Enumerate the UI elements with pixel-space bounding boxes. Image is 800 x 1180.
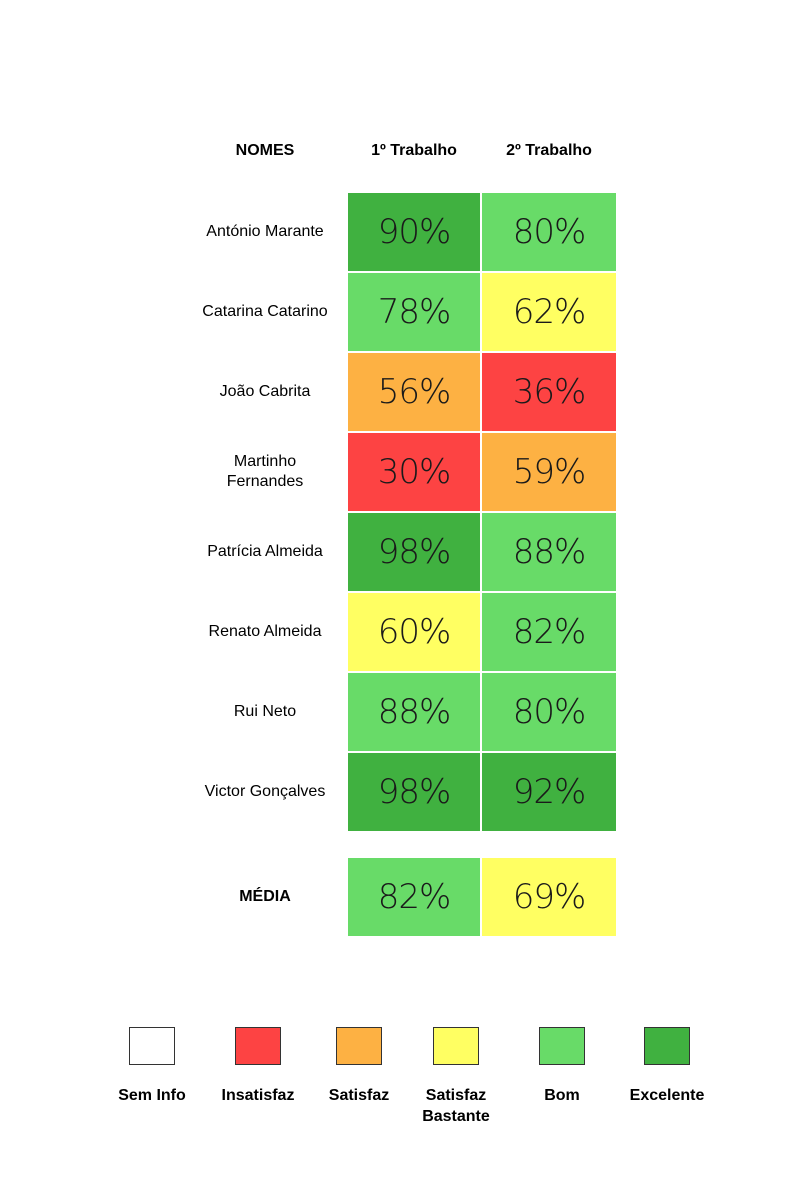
table-row: Rui Neto 88% 80% (0, 673, 800, 751)
work2-grade-cell: 59% (482, 433, 616, 511)
work1-grade-cell: 78% (348, 273, 480, 351)
student-name: Catarina Catarino (202, 303, 328, 320)
student-name: Rui Neto (233, 703, 297, 720)
student-name: Victor Gonçalves (204, 783, 326, 800)
legend-swatch (336, 1027, 382, 1065)
work2-grade-cell: 80% (482, 193, 616, 271)
table-row: Patrícia Almeida 98% 88% (0, 513, 800, 591)
legend-label: Bom (544, 1087, 580, 1104)
legend-item-satisfaz-bastante: Satisfaz Bastante (396, 1027, 516, 1127)
average-row: MÉDIA 82% 69% (0, 858, 800, 936)
work1-grade-cell: 98% (348, 513, 480, 591)
legend-swatch (129, 1027, 175, 1065)
work2-grade-cell: 88% (482, 513, 616, 591)
work1-grade-cell: 90% (348, 193, 480, 271)
legend-swatch (644, 1027, 690, 1065)
legend-swatch (235, 1027, 281, 1065)
work1-grade-cell: 88% (348, 673, 480, 751)
student-name: Patrícia Almeida (207, 543, 323, 560)
legend-label: Satisfaz (328, 1087, 390, 1104)
legend-item-insatisfaz: Insatisfaz (198, 1027, 318, 1106)
work2-grade-cell: 82% (482, 593, 616, 671)
legend-label: Sem Info (118, 1087, 186, 1104)
legend-item-sem-info: Sem Info (92, 1027, 212, 1106)
table-row: João Cabrita 56% 36% (0, 353, 800, 431)
work2-grade-cell: 80% (482, 673, 616, 751)
legend-label: Satisfaz Bastante (422, 1087, 490, 1125)
legend-label: Insatisfaz (221, 1087, 295, 1104)
table-row: Renato Almeida 60% 82% (0, 593, 800, 671)
work2-grade-cell: 62% (482, 273, 616, 351)
legend-item-satisfaz: Satisfaz (299, 1027, 419, 1106)
table-row: Catarina Catarino 78% 62% (0, 273, 800, 351)
names-column-header: NOMES (235, 142, 295, 159)
average-label: MÉDIA (239, 888, 291, 905)
legend-item-excelente: Excelente (607, 1027, 727, 1106)
work2-grade-cell: 36% (482, 353, 616, 431)
legend-label: Excelente (629, 1087, 705, 1104)
work2-column-header: 2º Trabalho (506, 142, 592, 159)
work1-grade-cell: 56% (348, 353, 480, 431)
work1-grade-cell: 30% (348, 433, 480, 511)
average-work1-cell: 82% (348, 858, 480, 936)
student-name: Martinho Fernandes (226, 453, 304, 490)
student-name: João Cabrita (219, 383, 311, 400)
table-row: António Marante 90% 80% (0, 193, 800, 271)
student-name: António Marante (206, 223, 324, 240)
work1-column-header: 1º Trabalho (371, 142, 457, 159)
table-row: Victor Gonçalves 98% 92% (0, 753, 800, 831)
student-name: Renato Almeida (208, 623, 322, 640)
table-row: Martinho Fernandes 30% 59% (0, 433, 800, 511)
legend-swatch (539, 1027, 585, 1065)
work2-grade-cell: 92% (482, 753, 616, 831)
average-work2-cell: 69% (482, 858, 616, 936)
legend-swatch (433, 1027, 479, 1065)
legend-item-bom: Bom (502, 1027, 622, 1106)
work1-grade-cell: 60% (348, 593, 480, 671)
work1-grade-cell: 98% (348, 753, 480, 831)
